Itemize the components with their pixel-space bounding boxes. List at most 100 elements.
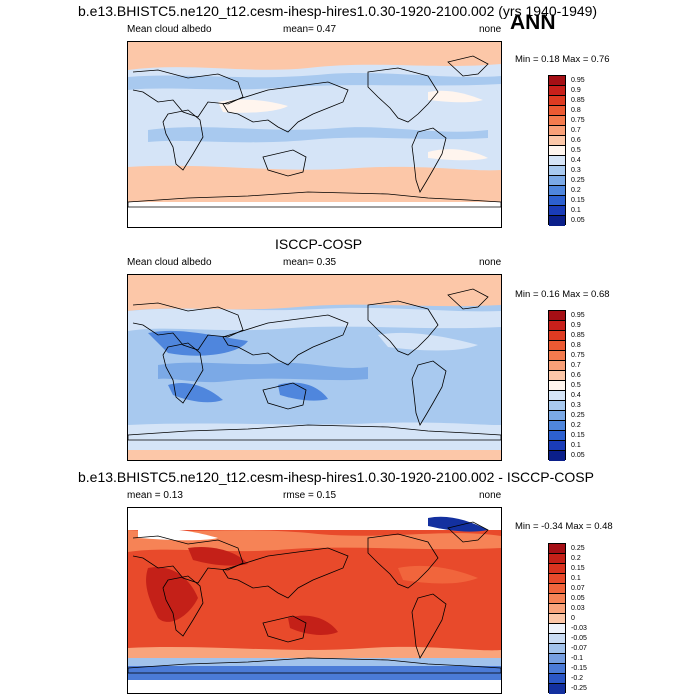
- colorbar-swatch: [549, 634, 565, 644]
- coastline-outline: [132, 302, 244, 351]
- panel-3-colorbar: [548, 543, 566, 694]
- colorbar-level-label: -0.1: [571, 654, 584, 662]
- colorbar-swatch: [549, 584, 565, 594]
- colorbar-swatch: [549, 391, 565, 401]
- colorbar-swatch: [549, 166, 565, 176]
- colorbar-swatch: [549, 321, 565, 331]
- coastline-outline: [162, 109, 204, 171]
- colorbar-level-label: 0.05: [571, 451, 585, 459]
- panel-3-map: [127, 507, 502, 694]
- panel-2-title: ISCCP-COSP: [275, 236, 363, 252]
- coastline-outline: [447, 55, 489, 77]
- colorbar-swatch: [549, 644, 565, 654]
- colorbar-swatch: [549, 421, 565, 431]
- colorbar-swatch: [549, 371, 565, 381]
- coastline-outline: [128, 424, 501, 441]
- colorbar-level-label: 0.1: [571, 574, 581, 582]
- coastline-outline: [447, 521, 489, 543]
- colorbar-swatch: [549, 116, 565, 126]
- colorbar-level-label: 0.7: [571, 361, 581, 369]
- colorbar-swatch: [549, 381, 565, 391]
- colorbar-level-label: 0.2: [571, 421, 581, 429]
- colorbar-level-label: 0.8: [571, 106, 581, 114]
- colorbar-level-label: 0.3: [571, 401, 581, 409]
- colorbar-level-label: 0.2: [571, 554, 581, 562]
- colorbar-swatch: [549, 361, 565, 371]
- colorbar-swatch: [549, 341, 565, 351]
- colorbar-level-label: 0.5: [571, 381, 581, 389]
- panel-3-minmax: Min = -0.34 Max = 0.48: [515, 521, 613, 532]
- colorbar-level-label: 0.75: [571, 351, 585, 359]
- coastline-outline: [447, 288, 489, 310]
- panel-1-units: none: [479, 24, 502, 35]
- colorbar-level-label: 0: [571, 614, 575, 622]
- colorbar-swatch: [549, 441, 565, 451]
- colorbar-level-label: 0.9: [571, 86, 581, 94]
- coastline-outline: [262, 149, 307, 177]
- colorbar-level-label: 0.25: [571, 411, 585, 419]
- colorbar-swatch: [549, 411, 565, 421]
- colorbar-swatch: [549, 126, 565, 136]
- panel-3-rmse: rmse = 0.15: [283, 490, 337, 501]
- colorbar-swatch: [549, 451, 565, 461]
- colorbar-swatch: [549, 554, 565, 564]
- colorbar-swatch: [549, 574, 565, 584]
- coastline-outline: [411, 593, 447, 659]
- colorbar-swatch: [549, 156, 565, 166]
- colorbar-level-label: -0.15: [571, 664, 587, 672]
- colorbar-swatch: [549, 604, 565, 614]
- coastline-outline: [132, 69, 244, 118]
- colorbar-level-label: 0.7: [571, 126, 581, 134]
- colorbar-swatch: [549, 431, 565, 441]
- colorbar-swatch: [549, 544, 565, 554]
- colorbar-swatch: [549, 106, 565, 116]
- colorbar-level-label: 0.6: [571, 371, 581, 379]
- colorbar-level-label: 0.15: [571, 431, 585, 439]
- coastline-outline: [128, 191, 501, 208]
- colorbar-level-label: 0.15: [571, 564, 585, 572]
- colorbar-level-label: 0.95: [571, 311, 585, 319]
- colorbar-swatch: [549, 136, 565, 146]
- colorbar-swatch: [549, 351, 565, 361]
- colorbar-level-label: 0.3: [571, 166, 581, 174]
- colorbar-swatch: [549, 624, 565, 634]
- panel-3-title: b.e13.BHISTC5.ne120_t12.cesm-ihesp-hires…: [78, 469, 594, 485]
- colorbar-swatch: [549, 311, 565, 321]
- colorbar-level-label: 0.95: [571, 76, 585, 84]
- coastline-outline: [128, 657, 501, 674]
- colorbar-swatch: [549, 196, 565, 206]
- colorbar-level-label: 0.2: [571, 186, 581, 194]
- panel-1-title: b.e13.BHISTC5.ne120_t12.cesm-ihesp-hires…: [78, 3, 598, 19]
- panel-3-mean: mean = 0.13: [127, 490, 183, 501]
- panel-2-minmax: Min = 0.16 Max = 0.68: [515, 289, 610, 300]
- coastline-outline: [262, 382, 307, 410]
- colorbar-level-label: 0.85: [571, 331, 585, 339]
- colorbar-level-label: 0.25: [571, 176, 585, 184]
- coastline-outline: [367, 533, 439, 589]
- coastline-outline: [367, 67, 439, 123]
- colorbar-level-label: 0.4: [571, 156, 581, 164]
- colorbar-level-label: 0.4: [571, 391, 581, 399]
- coastline-outline: [222, 314, 349, 366]
- colorbar-swatch: [549, 146, 565, 156]
- colorbar-swatch: [549, 96, 565, 106]
- colorbar-swatch: [549, 206, 565, 216]
- colorbar-level-label: 0.05: [571, 594, 585, 602]
- colorbar-swatch: [549, 76, 565, 86]
- colorbar-level-label: -0.07: [571, 644, 587, 652]
- colorbar-level-label: 0.05: [571, 216, 585, 224]
- colorbar-swatch: [549, 331, 565, 341]
- colorbar-level-label: -0.03: [571, 624, 587, 632]
- panel-1-mean: mean= 0.47: [283, 24, 337, 35]
- coastline-outline: [367, 300, 439, 356]
- colorbar-level-label: 0.1: [571, 441, 581, 449]
- colorbar-swatch: [549, 674, 565, 684]
- panel-2-map: [127, 274, 502, 461]
- colorbar-swatch: [549, 664, 565, 674]
- colorbar-swatch: [549, 86, 565, 96]
- colorbar-swatch: [549, 684, 565, 694]
- coastline-outline: [132, 535, 244, 584]
- colorbar-level-label: 0.03: [571, 604, 585, 612]
- colorbar-level-label: 0.5: [571, 146, 581, 154]
- coastline-outline: [162, 342, 204, 404]
